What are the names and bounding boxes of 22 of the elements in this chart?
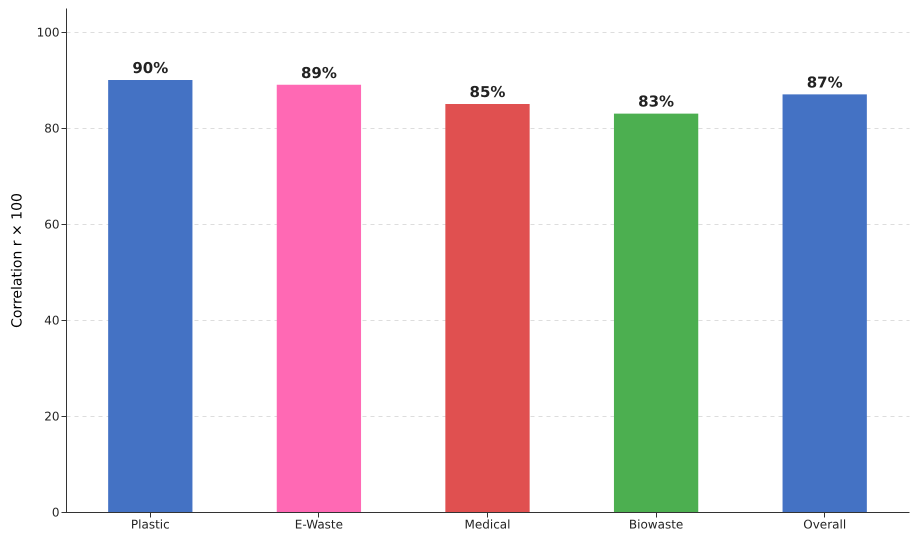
bar [614, 114, 698, 512]
x-tick-label: Medical [464, 518, 510, 532]
y-tick-label: 40 [44, 314, 60, 328]
bar [782, 94, 867, 512]
y-tick-label: 80 [44, 122, 60, 136]
y-tick-label: 0 [52, 506, 60, 520]
data-label: 85% [470, 83, 506, 101]
bar [276, 84, 362, 512]
y-axis-title: Correlation r × 100 [10, 193, 26, 328]
y-tick-label: 100 [36, 26, 60, 40]
x-tick-label: Biowaste [628, 518, 684, 532]
x-tick-label: Plastic [130, 518, 170, 532]
data-label: 90% [132, 59, 168, 77]
data-label: 89% [300, 64, 337, 82]
bar [108, 80, 192, 512]
y-tick-label: 20 [44, 410, 60, 424]
x-tick-label: Overall [803, 518, 846, 532]
data-label: 83% [638, 92, 674, 111]
y-tick-label: 60 [44, 218, 60, 232]
x-tick-label: E-Waste [294, 518, 344, 532]
data-label: 87% [806, 73, 843, 92]
bar [445, 104, 530, 512]
